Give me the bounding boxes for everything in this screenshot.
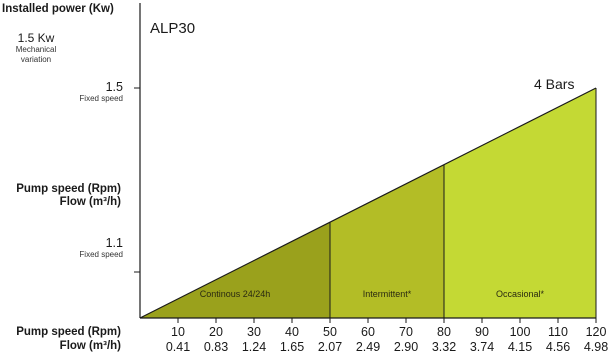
x-tick-flow-8: 3.74 <box>470 340 494 353</box>
bottom-axis-label-line2: Flow (m³/h) <box>59 340 121 352</box>
mid-axis-label-line1: Pump speed (Rpm) <box>16 183 121 195</box>
performance-line <box>139 87 597 319</box>
x-tick-flow-7: 3.32 <box>432 340 456 353</box>
mid-axis-label: Pump speed (Rpm) Flow (m³/h) <box>16 183 121 209</box>
y-tick-upper-value: 1.5 <box>105 80 123 94</box>
region-0-label: Continous 24/24h <box>200 289 271 299</box>
y-tick-lower: 1.1 Fixed speed <box>79 236 123 259</box>
x-tick-rpm-6: 70 <box>399 325 413 339</box>
mechanical-note: Mechanical variation <box>15 45 57 64</box>
region-2-area <box>444 88 596 318</box>
x-tick-rpm-9: 100 <box>510 325 531 339</box>
ticks-layer: 100.41 200.83 301.24 401.65 502.07 602.49 702.… <box>134 87 608 353</box>
chart-title: ALP30 <box>150 20 196 37</box>
mechanical-value: 1.5 Kw <box>17 31 55 45</box>
region-1-label: Intermittent* <box>363 289 412 299</box>
x-tick-rpm-8: 90 <box>475 325 489 339</box>
mid-axis-label-line2: Flow (m³/h) <box>59 196 121 208</box>
x-tick-rpm-2: 30 <box>247 325 261 339</box>
x-tick-rpm-0: 10 <box>171 325 185 339</box>
x-tick-flow-1: 0.83 <box>204 340 228 353</box>
dividers-layer <box>329 88 597 318</box>
x-tick-flow-11: 4.98 <box>584 340 608 353</box>
x-tick-flow-0: 0.41 <box>166 340 190 353</box>
x-tick-flow-3: 1.65 <box>280 340 304 353</box>
x-tick-flow-4: 2.07 <box>318 340 342 353</box>
x-tick-rpm-11: 120 <box>586 325 607 339</box>
y-tick-upper: 1.5 Fixed speed <box>79 80 123 103</box>
x-tick-flow-6: 2.90 <box>394 340 418 353</box>
installed-power-label: Installed power (Kw) <box>2 3 114 15</box>
x-tick-rpm-10: 110 <box>548 325 568 339</box>
y-tick-upper-note: Fixed speed <box>79 94 123 103</box>
x-tick-flow-5: 2.49 <box>356 340 380 353</box>
x-tick-rpm-4: 50 <box>323 325 337 339</box>
region-1-area <box>330 164 444 318</box>
pressure-annotation: 4 Bars <box>534 76 575 92</box>
x-tick-flow-9: 4.15 <box>508 340 532 353</box>
mechanical-variation-block: 1.5 Kw Mechanical variation <box>6 31 66 65</box>
x-tick-rpm-3: 40 <box>285 325 299 339</box>
x-tick-rpm-7: 80 <box>437 325 451 339</box>
x-tick-rpm-1: 20 <box>209 325 223 339</box>
y-tick-lower-note: Fixed speed <box>79 250 123 259</box>
region-2-label: Occasional* <box>496 289 545 299</box>
y-tick-lower-value: 1.1 <box>105 236 123 250</box>
region-labels-layer: Continous 24/24h Intermittent* Occasional* <box>200 289 545 299</box>
x-tick-rpm-5: 60 <box>361 325 375 339</box>
bottom-axis-label-line1: Pump speed (Rpm) <box>16 326 121 338</box>
bottom-axis-label: Pump speed (Rpm) Flow (m³/h) <box>16 325 121 353</box>
x-tick-flow-2: 1.24 <box>242 340 266 353</box>
x-tick-flow-10: 4.56 <box>546 340 570 353</box>
